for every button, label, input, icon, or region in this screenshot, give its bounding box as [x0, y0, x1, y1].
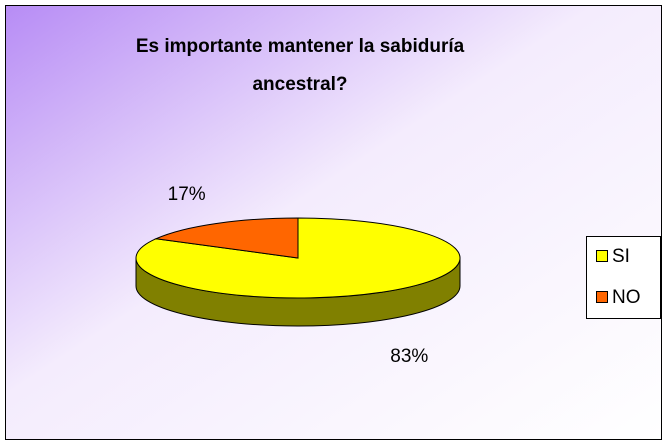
pie-slice	[154, 217, 299, 259]
data-label: 83%	[390, 346, 428, 367]
legend-swatch	[596, 250, 608, 262]
legend-label: SI	[612, 246, 630, 267]
data-label: 17%	[168, 184, 206, 205]
legend-swatch	[596, 291, 608, 303]
chart-title: Es importante mantener la sabiduría ance…	[135, 36, 465, 95]
legend-label: NO	[612, 287, 641, 308]
